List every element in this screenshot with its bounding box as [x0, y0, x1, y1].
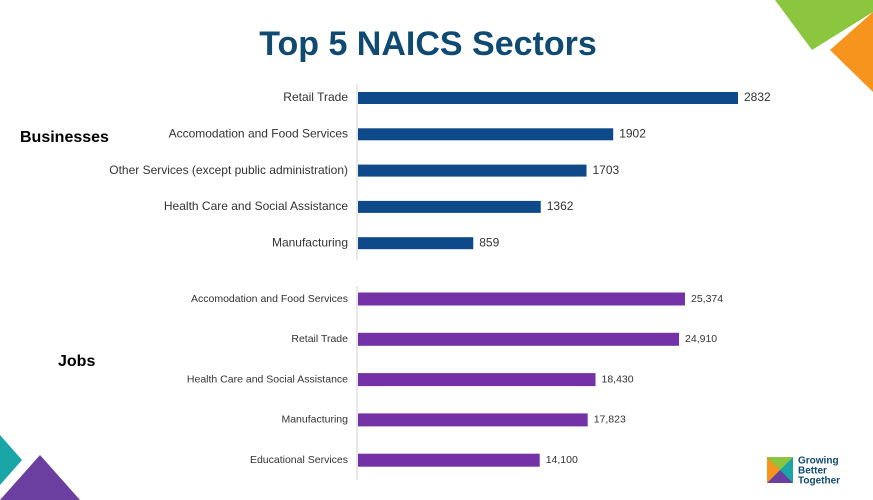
value-label: 859	[479, 235, 499, 249]
value-label: 24,910	[685, 333, 717, 345]
bar	[358, 164, 587, 177]
slide-title: Top 5 NAICS Sectors	[259, 25, 597, 63]
value-label: 14,100	[546, 454, 578, 466]
value-label: 1362	[547, 199, 574, 213]
corner-decoration	[830, 12, 873, 92]
category-label: Health Care and Social Assistance	[187, 373, 348, 385]
bar	[358, 332, 680, 346]
value-label: 1902	[619, 126, 646, 140]
category-label: Accomodation and Food Services	[191, 293, 348, 305]
category-label: Educational Services	[250, 454, 348, 466]
logo-text: Better	[798, 466, 827, 477]
category-label: Retail Trade	[283, 90, 348, 104]
category-label: Accomodation and Food Services	[169, 126, 348, 140]
corner-decoration	[0, 455, 80, 500]
bar	[358, 128, 614, 141]
bar	[358, 373, 596, 387]
category-label: Health Care and Social Assistance	[164, 199, 348, 213]
corner-decoration	[0, 435, 22, 485]
group-title: Businesses	[20, 129, 109, 146]
bar	[358, 92, 738, 104]
category-label: Manufacturing	[281, 414, 348, 426]
value-label: 25,374	[691, 293, 723, 305]
bar	[358, 200, 541, 213]
bar	[358, 413, 588, 427]
logo-text: Together	[798, 476, 840, 487]
value-label: 18,430	[602, 373, 634, 385]
category-label: Retail Trade	[291, 333, 348, 345]
category-label: Other Services (except public administra…	[109, 163, 348, 177]
value-label: 17,823	[594, 414, 626, 426]
value-label: 1703	[593, 163, 620, 177]
category-label: Manufacturing	[272, 235, 348, 249]
logo-text: Growing	[798, 456, 839, 467]
logo: Growing Better Together	[767, 456, 840, 487]
corner-decoration	[775, 0, 873, 50]
logo-icon	[767, 470, 793, 483]
value-label: 2832	[744, 90, 771, 104]
group-title: Jobs	[58, 353, 95, 370]
bar	[358, 237, 474, 250]
logo-icon	[767, 457, 793, 470]
bar	[358, 292, 685, 306]
bar	[358, 453, 540, 467]
logo-icon	[767, 457, 780, 483]
